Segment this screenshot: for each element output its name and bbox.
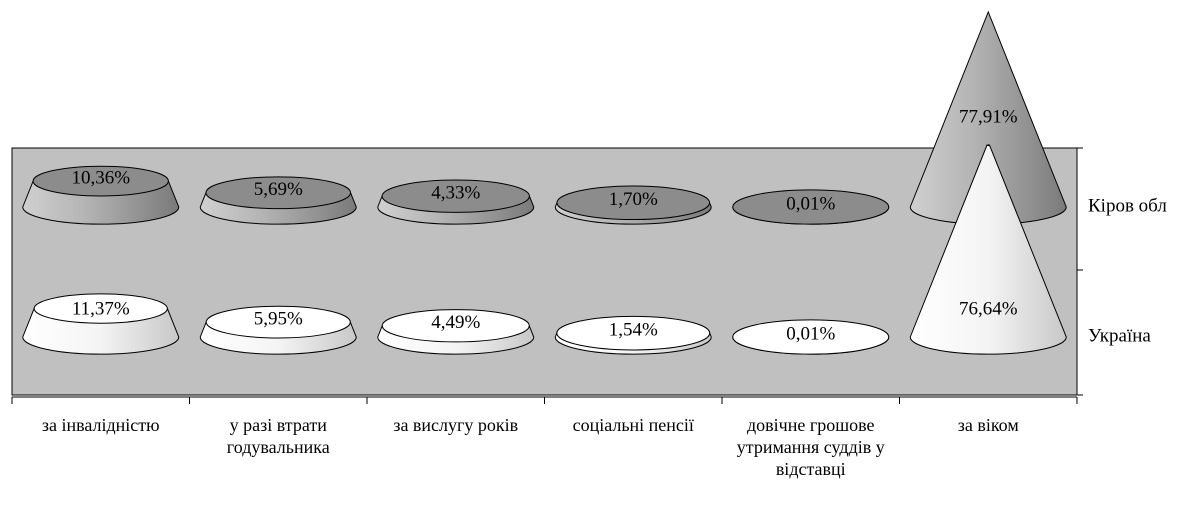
cone [732, 319, 890, 355]
value-label: 5,95% [254, 308, 303, 329]
x-tick-label: за вислугу років [393, 415, 519, 435]
value-label: 0,01% [786, 193, 835, 214]
cone [732, 189, 890, 225]
value-label: 76,64% [959, 298, 1018, 319]
cone [22, 293, 180, 355]
cone [199, 305, 357, 355]
cone [554, 315, 712, 355]
x-tick-label: за інвалідністю [41, 415, 160, 435]
value-label: 77,91% [959, 106, 1018, 127]
cone-top [381, 309, 530, 343]
cone-top [205, 305, 351, 339]
x-tick-label: у разі втрати годувальника [226, 415, 330, 457]
cone [22, 165, 180, 225]
x-tick-label: соціальні пенсії [572, 415, 694, 435]
value-label: 1,54% [609, 320, 658, 341]
cone-top [732, 319, 890, 355]
cone-top [205, 176, 352, 210]
value-label: 0,01% [786, 323, 835, 344]
value-label: 1,70% [609, 189, 658, 210]
cone-top [986, 144, 991, 146]
cone-top [556, 185, 711, 221]
legend-label: Україна [1088, 325, 1151, 346]
cone [909, 144, 1067, 355]
cone-top [556, 315, 711, 351]
cone [199, 176, 357, 225]
cone-top [381, 179, 530, 213]
cone [377, 179, 535, 225]
cone-top [32, 165, 169, 197]
legend-label: Кіров обл [1088, 195, 1167, 216]
cone [377, 309, 535, 355]
cone-body [909, 144, 1067, 355]
cone-top [732, 189, 890, 225]
value-label: 4,49% [431, 312, 480, 333]
cone-top [33, 293, 168, 324]
value-label: 5,69% [254, 179, 303, 200]
value-label: 11,37% [72, 298, 130, 319]
value-label: 10,36% [71, 167, 130, 188]
x-tick-label: довічне грошове утримання суддів у відст… [736, 415, 885, 479]
cone [554, 185, 712, 225]
plot-area [11, 147, 1078, 396]
value-label: 4,33% [431, 183, 480, 204]
x-tick-label: за віком [957, 415, 1019, 435]
